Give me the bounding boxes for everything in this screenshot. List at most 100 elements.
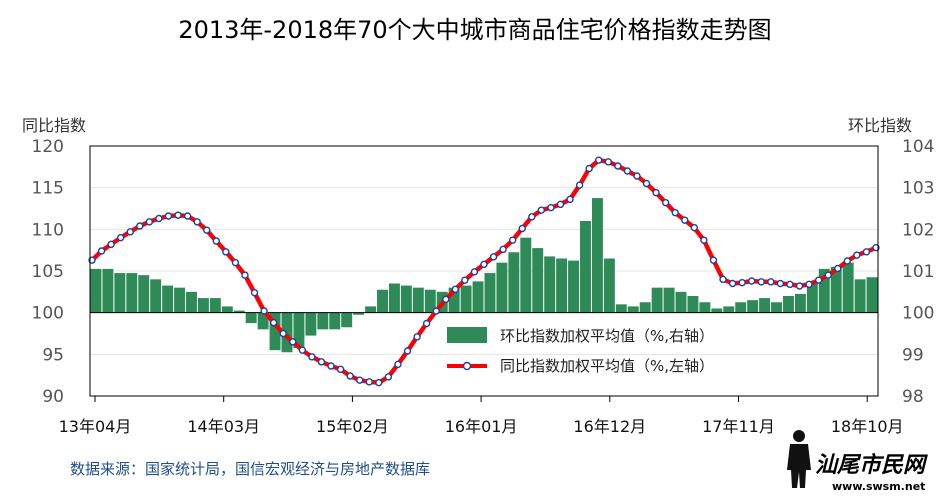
bar [782,296,794,313]
x-tick-label: 16年01月 [445,417,518,436]
line-point [136,222,144,230]
line-point [394,360,402,369]
bar [508,252,520,313]
source-note: 数据来源：国家统计局，国信宏观经济与房地产数据库 [70,460,430,478]
left-tick-label: 110 [32,220,64,240]
bar [126,273,138,313]
line-point [422,319,431,328]
bar [245,312,257,324]
bar [627,306,639,313]
left-axis-label: 同比指数 [22,116,86,135]
line-point [145,218,154,226]
bar [675,291,687,313]
line-point [336,365,345,374]
bar [197,298,209,313]
line-series [88,156,880,387]
line-point [164,212,173,220]
right-axis-label: 环比指数 [848,116,912,135]
bar [90,268,102,313]
line-point [776,279,785,288]
left-tick-label: 95 [42,345,64,365]
line-point [853,251,861,259]
line-point [652,188,660,197]
bar [615,304,627,313]
left-tick-label: 115 [32,179,64,199]
line-point [814,276,823,284]
bar [269,312,281,351]
line-point [317,358,326,366]
legend-bar-swatch [447,327,487,343]
left-tick-label: 100 [32,304,64,324]
line-point [212,237,220,245]
line-point [346,372,354,380]
line-point [556,200,565,209]
bar [735,302,747,313]
right-tick-label: 101 [902,262,934,282]
line-point [719,275,727,284]
right-tick-label: 98 [902,387,924,407]
line-point [241,271,249,279]
line-point [585,164,593,173]
bar [747,300,759,313]
bar [150,279,162,313]
line-point [126,228,134,236]
bar [866,277,878,313]
line-point [327,362,335,370]
line-point [728,279,737,288]
line-point [834,264,842,273]
line-point [843,257,852,265]
legend-line-label: 同比指数加权平均值（%,左轴） [500,357,714,375]
bar [544,256,556,313]
bar [484,273,496,313]
line-point [432,307,440,315]
line-point [413,333,421,341]
bar [412,287,424,313]
line-point [365,378,373,386]
chart-title: 2013年-2018年70个大中城市商品住宅价格指数走势图 [178,16,771,44]
line-point [528,213,536,221]
line-point [566,195,574,204]
line-point [757,278,765,286]
bar [186,291,197,313]
watermark-url: www.swsm.net [832,480,925,493]
bar [221,306,233,313]
line-point [633,172,641,180]
bar [388,283,400,313]
bar [114,273,126,313]
line-point [499,245,507,254]
bar [759,298,771,313]
line-point [403,347,412,355]
bar [603,258,615,313]
right-tick-label: 100 [902,304,934,324]
bar [209,298,221,313]
line-point [308,353,316,361]
right-tick-label: 104 [902,137,934,157]
line-point [738,278,746,287]
line-point [298,346,307,354]
line-point [193,218,201,226]
line-point [575,181,584,189]
bar-series [90,198,878,353]
bar [830,266,842,313]
line-point [451,285,460,294]
plot-area [89,145,879,397]
bar [699,302,711,313]
bar [377,289,388,313]
bar [723,306,735,313]
bar [794,293,806,313]
line-point [614,162,622,170]
line-point [623,167,632,175]
line-point [862,248,871,256]
line-point [260,307,268,315]
bar [233,310,245,313]
line-point [795,282,804,290]
line-point [642,179,651,188]
line-point [174,211,182,219]
bar [162,285,174,313]
legend: 环比指数加权平均值（%,右轴） 同比指数加权平均值（%,左轴） [447,327,714,375]
bar [496,262,508,313]
line-point [709,256,718,264]
line-point [805,280,813,289]
legend-bar-label: 环比指数加权平均值（%,右轴） [500,327,714,345]
bar [663,287,675,313]
